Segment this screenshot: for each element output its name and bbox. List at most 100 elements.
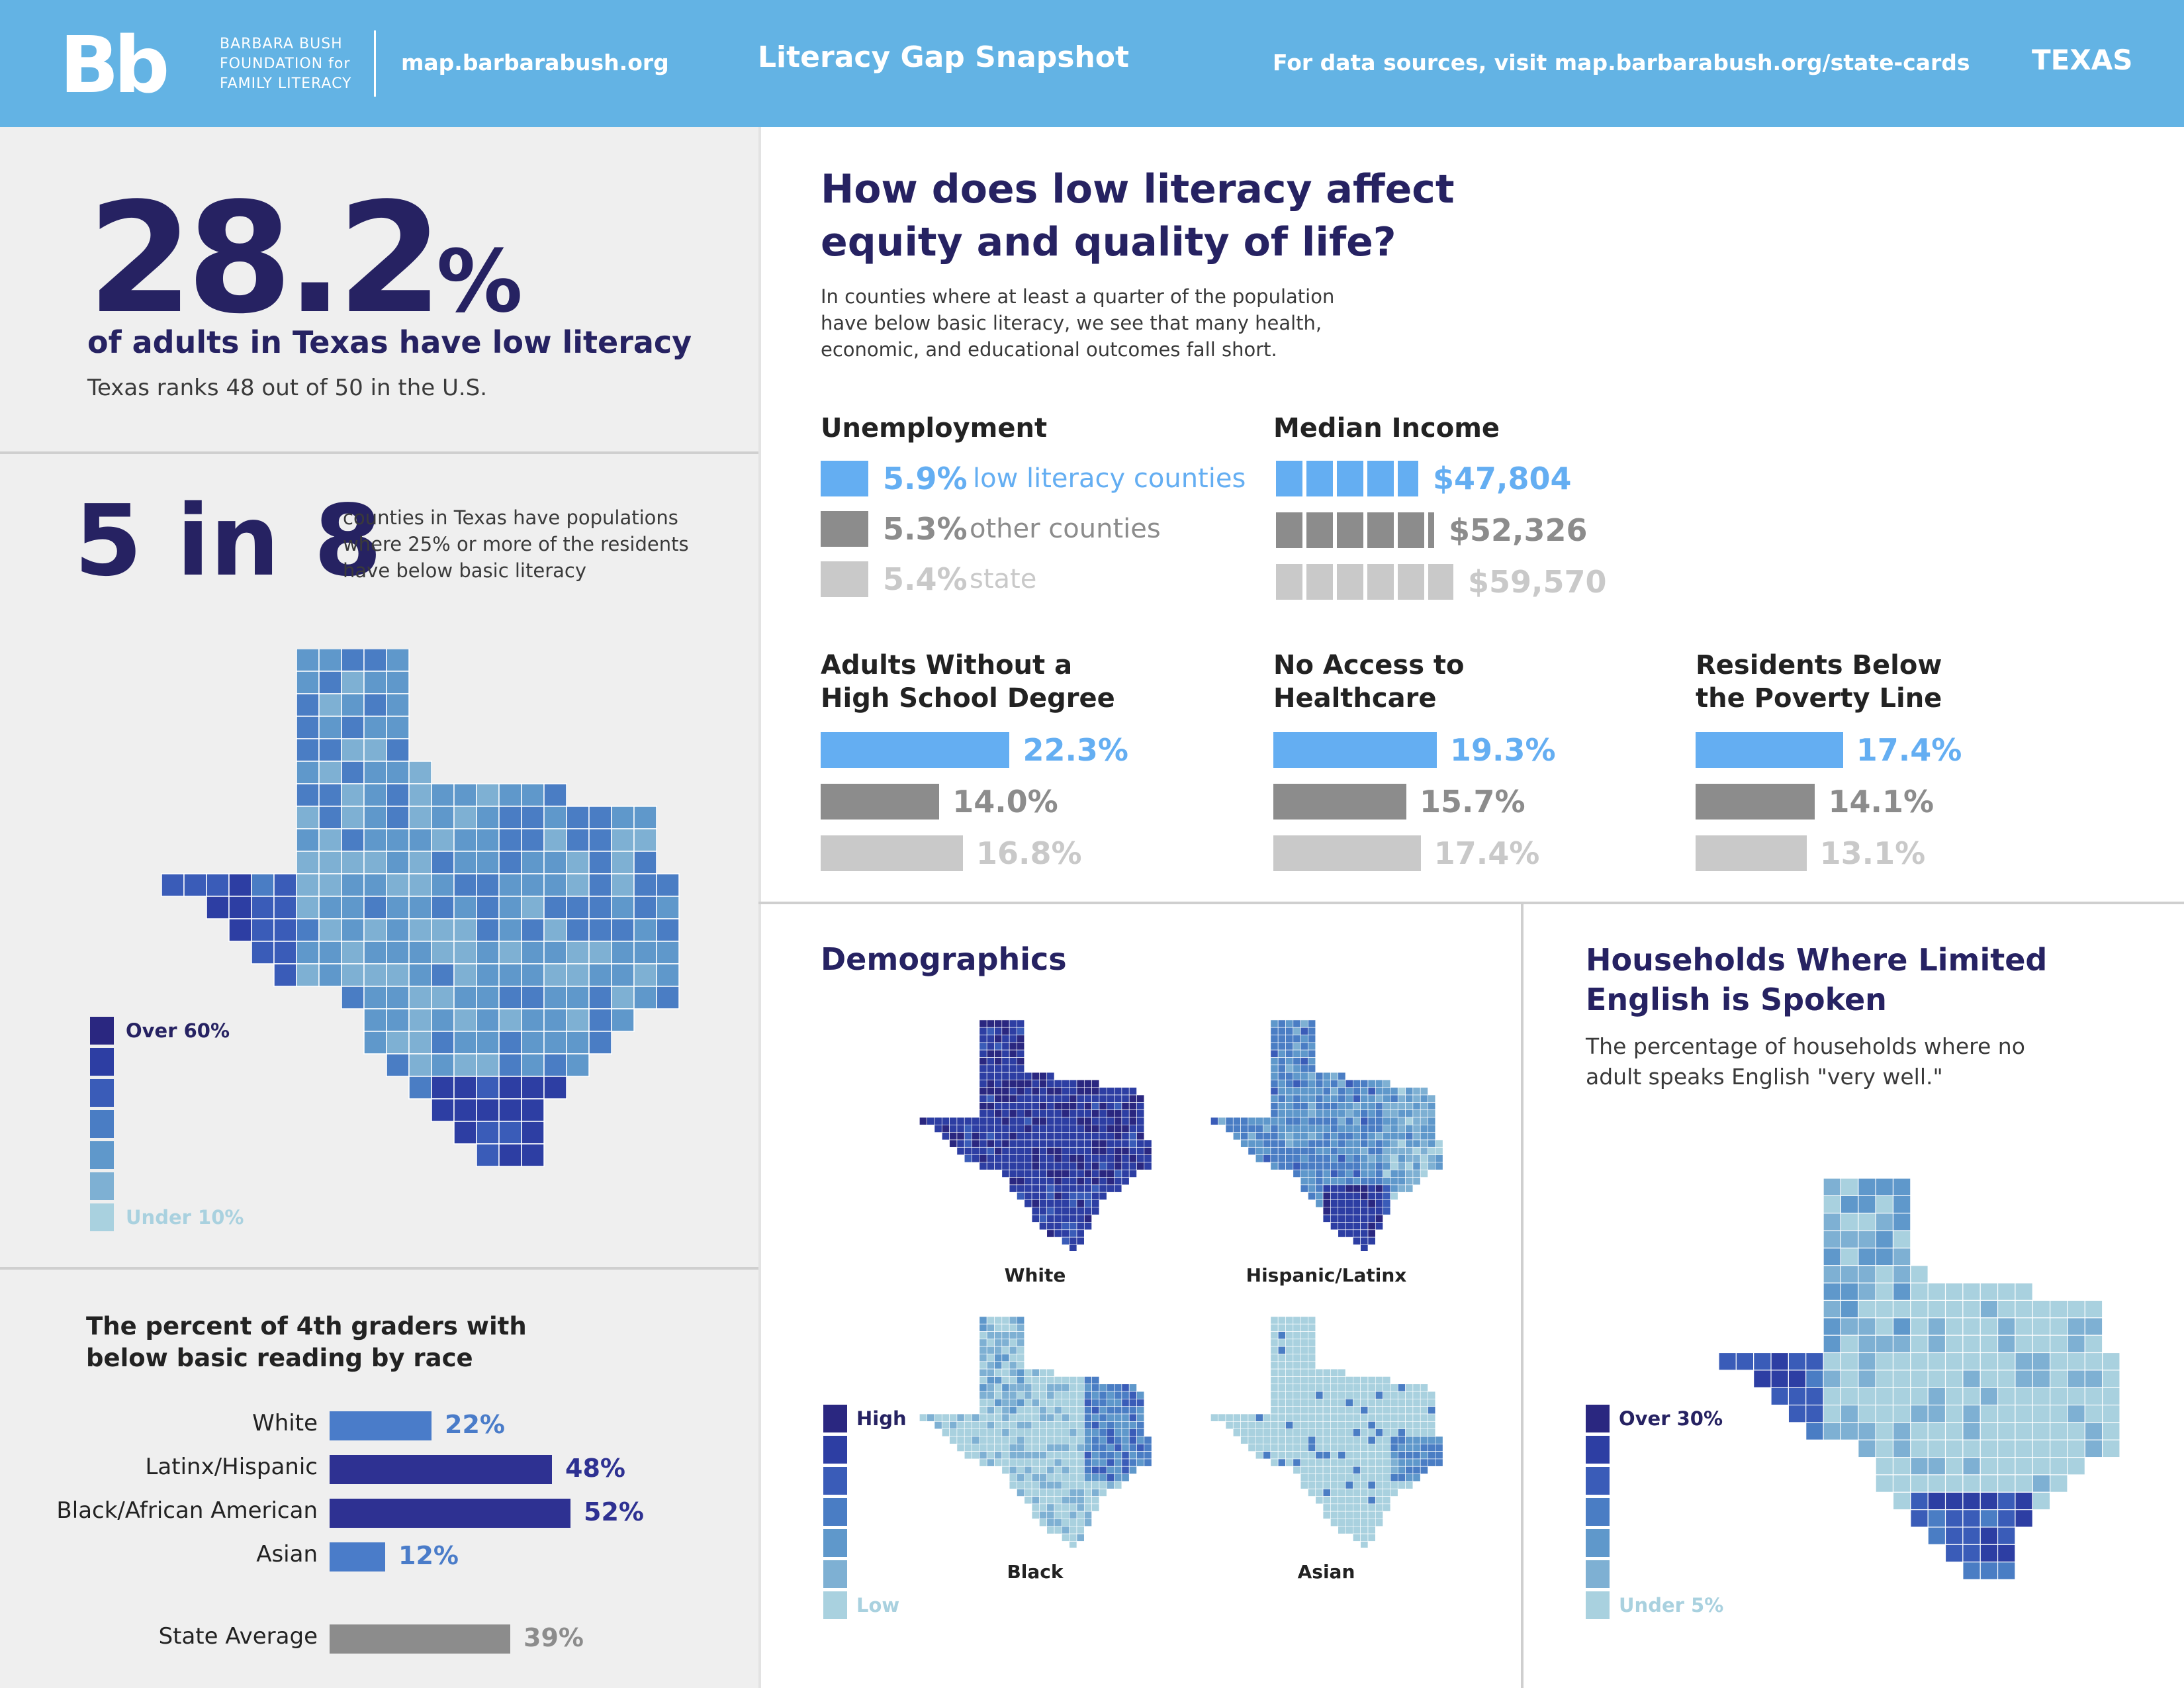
county-cell	[1121, 1436, 1130, 1444]
county-cell	[1308, 1376, 1316, 1385]
county-cell	[1345, 1162, 1353, 1170]
county-cell	[1367, 1109, 1376, 1118]
county-cell	[1338, 1102, 1346, 1111]
county-cell	[1962, 1335, 1981, 1354]
county-cell	[979, 1376, 987, 1385]
county-cell	[1121, 1399, 1130, 1407]
header-bar: Bb BARBARA BUSH FOUNDATION for FAMILY LI…	[0, 0, 2184, 127]
county-cell	[1076, 1413, 1085, 1422]
county-cell	[1345, 1094, 1353, 1103]
logo-divider	[374, 30, 376, 97]
county-cell	[1944, 1370, 1964, 1388]
county-cell	[1128, 1087, 1137, 1096]
indicator-bar	[1273, 835, 1421, 871]
county-cell	[1136, 1443, 1145, 1452]
income-block	[1337, 461, 1363, 496]
site-link[interactable]: map.barbarabush.org	[401, 50, 669, 75]
county-cell	[1009, 1184, 1017, 1193]
county-cell	[1353, 1421, 1361, 1429]
county-cell	[1979, 1491, 1999, 1511]
county-cell	[1062, 1526, 1069, 1534]
county-cell	[1375, 1139, 1383, 1148]
county-cell	[1091, 1094, 1100, 1103]
county-cell	[1031, 1080, 1040, 1088]
county-cell	[1076, 1474, 1085, 1482]
county-cell	[1330, 1383, 1339, 1392]
county-cell	[986, 1162, 995, 1170]
county-cell	[566, 896, 590, 919]
county-cell	[1046, 1094, 1055, 1103]
county-cell	[1076, 1399, 1085, 1407]
county-cell	[986, 1391, 995, 1399]
county-cell	[1293, 1117, 1301, 1125]
county-cell	[1106, 1087, 1115, 1096]
county-cell	[386, 896, 410, 919]
county-cell	[1405, 1466, 1414, 1474]
county-cell	[1375, 1429, 1383, 1437]
county-cell	[1001, 1443, 1010, 1452]
county-cell	[1300, 1421, 1308, 1429]
county-cell	[341, 693, 365, 717]
county-cell	[1345, 1481, 1353, 1489]
county-cell	[1106, 1154, 1115, 1163]
county-cell	[1054, 1519, 1062, 1527]
county-cell	[1069, 1109, 1077, 1118]
county-cell	[1121, 1177, 1130, 1186]
county-cell	[1858, 1230, 1876, 1248]
county-cell	[1962, 1509, 1981, 1528]
county-cell	[1031, 1177, 1040, 1186]
county-cell	[1114, 1094, 1122, 1103]
county-cell	[1315, 1154, 1324, 1163]
county-cell	[1383, 1154, 1391, 1163]
county-cell	[994, 1346, 1003, 1354]
county-cell	[986, 1125, 995, 1133]
county-cell	[1091, 1102, 1100, 1111]
county-cell	[1353, 1117, 1361, 1125]
county-cell	[1054, 1094, 1062, 1103]
county-cell	[1308, 1019, 1316, 1028]
county-cell	[1405, 1125, 1414, 1133]
county-cell	[1001, 1080, 1010, 1088]
county-cell	[1001, 1147, 1010, 1155]
county-cell	[1062, 1109, 1069, 1118]
county-cell	[1858, 1317, 1876, 1336]
county-cell	[611, 941, 635, 964]
county-cell	[1367, 1488, 1376, 1497]
state-name: TEXAS	[2032, 44, 2133, 76]
county-cell	[1330, 1436, 1339, 1444]
county-cell	[994, 1154, 1003, 1163]
indicator-title-line: Residents Below	[1696, 650, 1942, 680]
county-cell	[979, 1323, 987, 1332]
county-cell	[1046, 1139, 1055, 1148]
county-cell	[1338, 1526, 1346, 1534]
county-cell	[1353, 1229, 1361, 1238]
county-cell	[1009, 1154, 1017, 1163]
county-cell	[1136, 1102, 1145, 1111]
county-cell	[1083, 1481, 1092, 1489]
sources-link[interactable]: For data sources, visit map.barbarabush.…	[1273, 50, 1970, 75]
county-cell	[1315, 1080, 1324, 1088]
county-cell	[318, 918, 342, 942]
county-cell	[1420, 1399, 1428, 1407]
county-cell	[1338, 1184, 1346, 1193]
grade4-title-line: The percent of 4th graders with	[86, 1312, 527, 1340]
county-cell	[1412, 1109, 1421, 1118]
county-cell	[1927, 1526, 1946, 1545]
county-cell	[1136, 1117, 1145, 1125]
county-cell	[476, 1076, 500, 1100]
county-cell	[1062, 1451, 1069, 1460]
county-cell	[656, 896, 680, 919]
county-cell	[1397, 1132, 1406, 1141]
county-cell	[1069, 1125, 1077, 1133]
county-cell	[986, 1027, 995, 1035]
county-cell	[1300, 1458, 1308, 1467]
county-cell	[1017, 1466, 1025, 1474]
county-cell	[1099, 1421, 1107, 1429]
county-cell	[1367, 1214, 1376, 1223]
county-cell	[1315, 1072, 1324, 1080]
county-cell	[318, 873, 342, 897]
county-cell	[386, 1008, 410, 1032]
income-block	[1306, 564, 1333, 600]
county-cell	[1330, 1376, 1339, 1385]
county-cell	[1046, 1169, 1055, 1178]
